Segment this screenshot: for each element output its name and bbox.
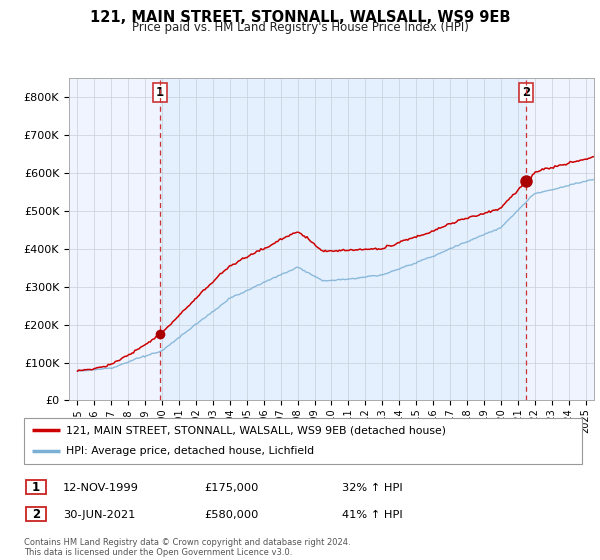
Text: £580,000: £580,000 xyxy=(204,510,259,520)
FancyBboxPatch shape xyxy=(24,418,582,464)
Text: 121, MAIN STREET, STONNALL, WALSALL, WS9 9EB (detached house): 121, MAIN STREET, STONNALL, WALSALL, WS9… xyxy=(66,425,446,435)
Text: 1: 1 xyxy=(156,86,164,100)
Text: 2: 2 xyxy=(522,86,530,100)
Text: HPI: Average price, detached house, Lichfield: HPI: Average price, detached house, Lich… xyxy=(66,446,314,456)
FancyBboxPatch shape xyxy=(26,480,46,494)
Text: 12-NOV-1999: 12-NOV-1999 xyxy=(63,483,139,493)
Text: 32% ↑ HPI: 32% ↑ HPI xyxy=(342,483,403,493)
Text: 30-JUN-2021: 30-JUN-2021 xyxy=(63,510,136,520)
Text: 1: 1 xyxy=(32,480,40,494)
Text: Contains HM Land Registry data © Crown copyright and database right 2024.
This d: Contains HM Land Registry data © Crown c… xyxy=(24,538,350,557)
FancyBboxPatch shape xyxy=(26,507,46,521)
Text: 41% ↑ HPI: 41% ↑ HPI xyxy=(342,510,403,520)
Text: £175,000: £175,000 xyxy=(204,483,259,493)
Text: 2: 2 xyxy=(32,507,40,521)
Text: 121, MAIN STREET, STONNALL, WALSALL, WS9 9EB: 121, MAIN STREET, STONNALL, WALSALL, WS9… xyxy=(90,10,510,25)
Bar xyxy=(160,78,526,400)
Text: Price paid vs. HM Land Registry's House Price Index (HPI): Price paid vs. HM Land Registry's House … xyxy=(131,21,469,34)
